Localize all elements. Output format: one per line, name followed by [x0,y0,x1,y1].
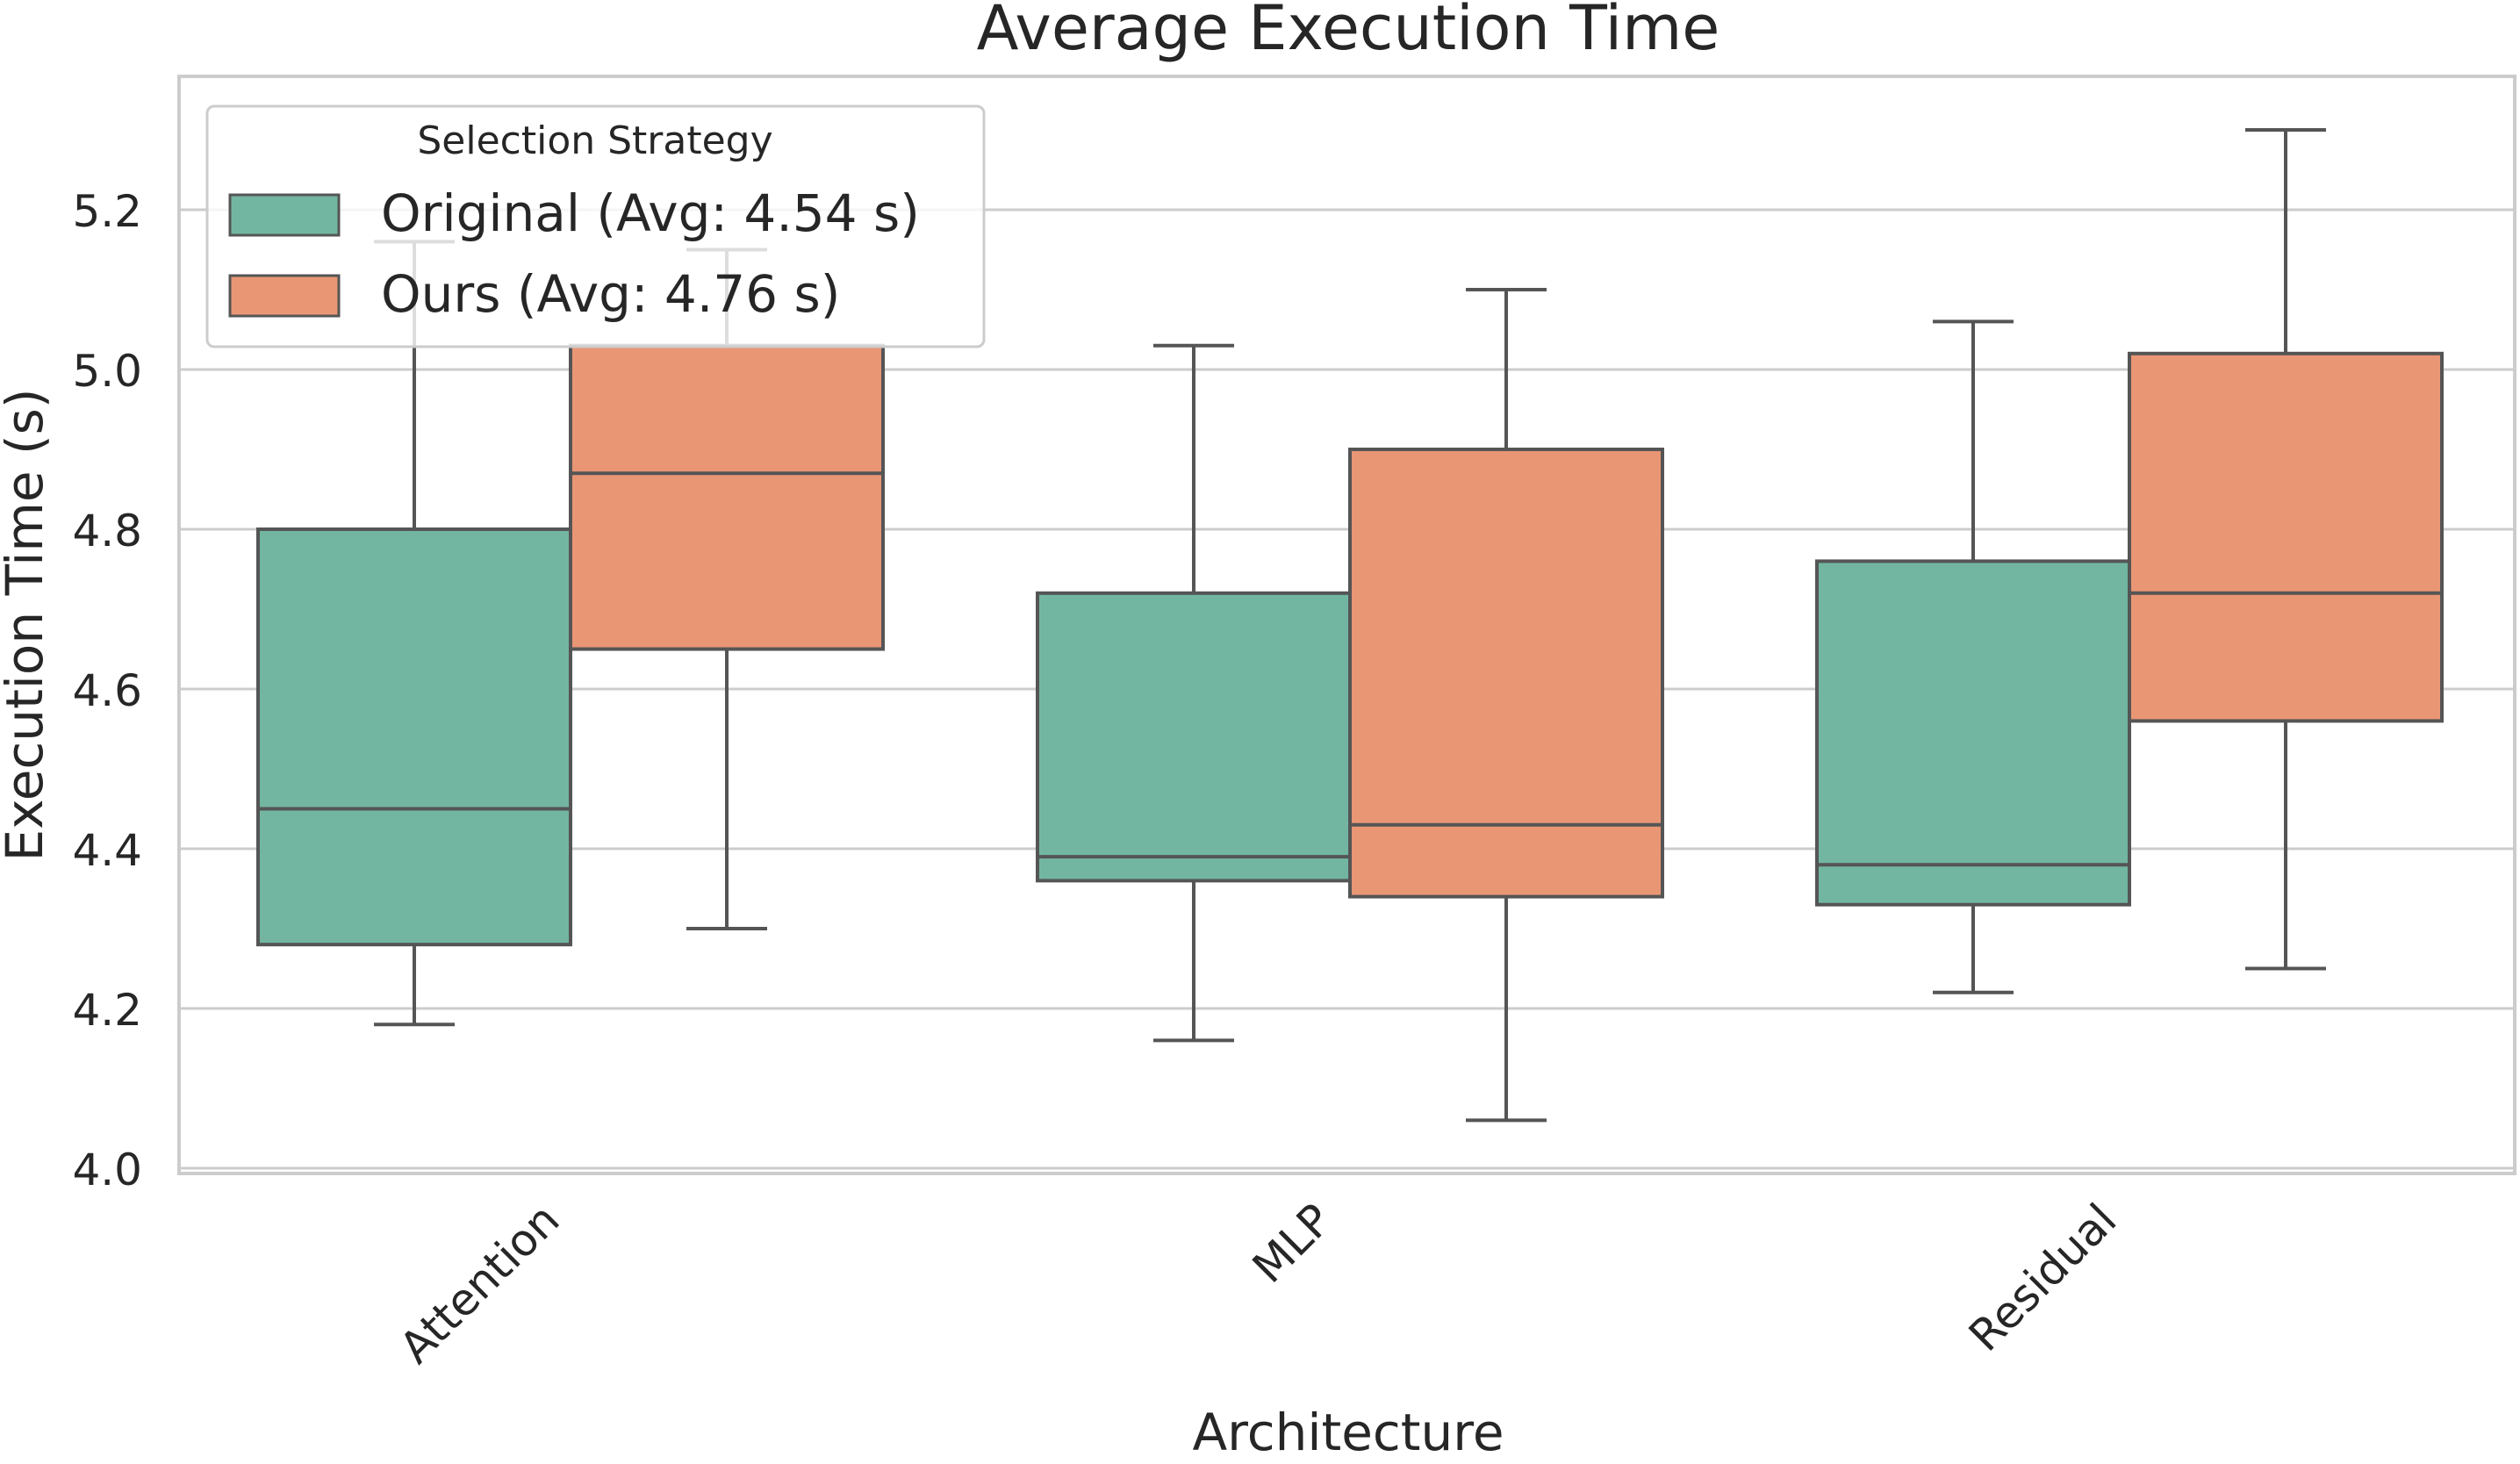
y-tick-label: 4.6 [72,665,142,716]
y-tick-label: 5.2 [72,186,142,237]
y-tick-label: 4.4 [72,825,142,876]
y-tick-label: 5.0 [72,346,142,397]
y-axis-label: Execution Time (s) [0,389,54,862]
y-tick-label: 4.2 [72,985,142,1036]
legend-swatch-original [228,193,341,237]
box-series [256,128,2444,1123]
y-tick-labels: 4.0 4.2 4.4 4.6 4.8 5.0 5.2 [72,186,142,1195]
legend-label-ours: Ours (Avg: 4.76 s) [381,264,840,324]
box-ours [2128,351,2444,723]
chart-title: Average Execution Time [977,0,1720,64]
x-tick-labels: Attention MLP Residual [390,1194,2126,1373]
box-ours [1348,448,1664,899]
x-tick-label: MLP [1243,1194,1342,1293]
box-original [1036,591,1352,883]
x-tick-label: Attention [390,1194,569,1373]
box-ours [569,343,885,651]
x-tick-label: Residual [1959,1194,2126,1360]
box-original [1815,559,2131,907]
x-axis-label: Architecture [1192,1403,1504,1462]
legend-label-original: Original (Avg: 4.54 s) [381,183,920,243]
legend-swatch-ours [228,274,341,318]
y-tick-label: 4.8 [72,506,142,556]
y-tick-label: 4.0 [72,1145,142,1195]
box-original [256,527,572,947]
legend: Selection Strategy Original (Avg: 4.54 s… [205,104,986,348]
legend-title: Selection Strategy [417,118,772,163]
legend-box [205,104,986,348]
